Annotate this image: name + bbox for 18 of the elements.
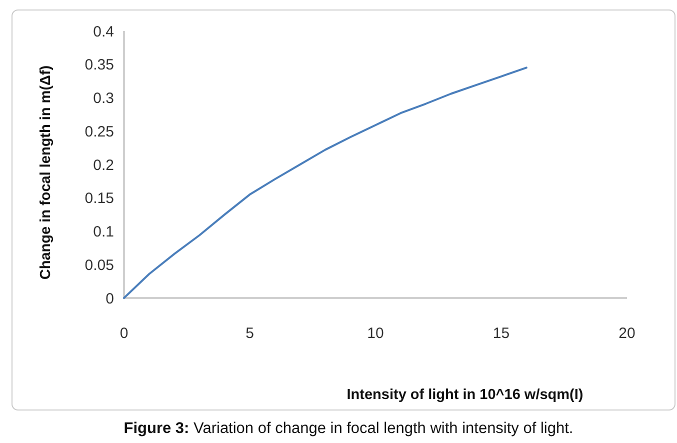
x-tick-label: 0 [120,325,128,342]
x-axis-title: Intensity of light in 10^16 w/sqm(I) [346,387,584,403]
y-axis-title: Change in focal length in m(Δf) [38,65,54,280]
line-series [123,66,528,299]
y-tick-label: 0.05 [84,256,114,274]
y-tick-label: 0.1 [93,224,114,240]
y-tick-label: 0.4 [93,23,114,40]
x-tick-label: 15 [492,325,510,342]
y-tick-label: 0 [106,290,114,308]
x-tick-label: 10 [367,325,384,342]
y-tick-label: 0.2 [93,156,114,174]
x-tick-label: 20 [618,325,636,342]
y-tick-label: 0.3 [93,90,114,107]
y-tick-label: 0.25 [84,123,114,140]
y-tick-label: 0.35 [84,56,114,74]
y-tick-label: 0.15 [84,190,114,208]
caption: Figure 3: Variation of change in focal length with intensity of light. [124,420,574,437]
x-tick-label: 5 [246,325,254,342]
